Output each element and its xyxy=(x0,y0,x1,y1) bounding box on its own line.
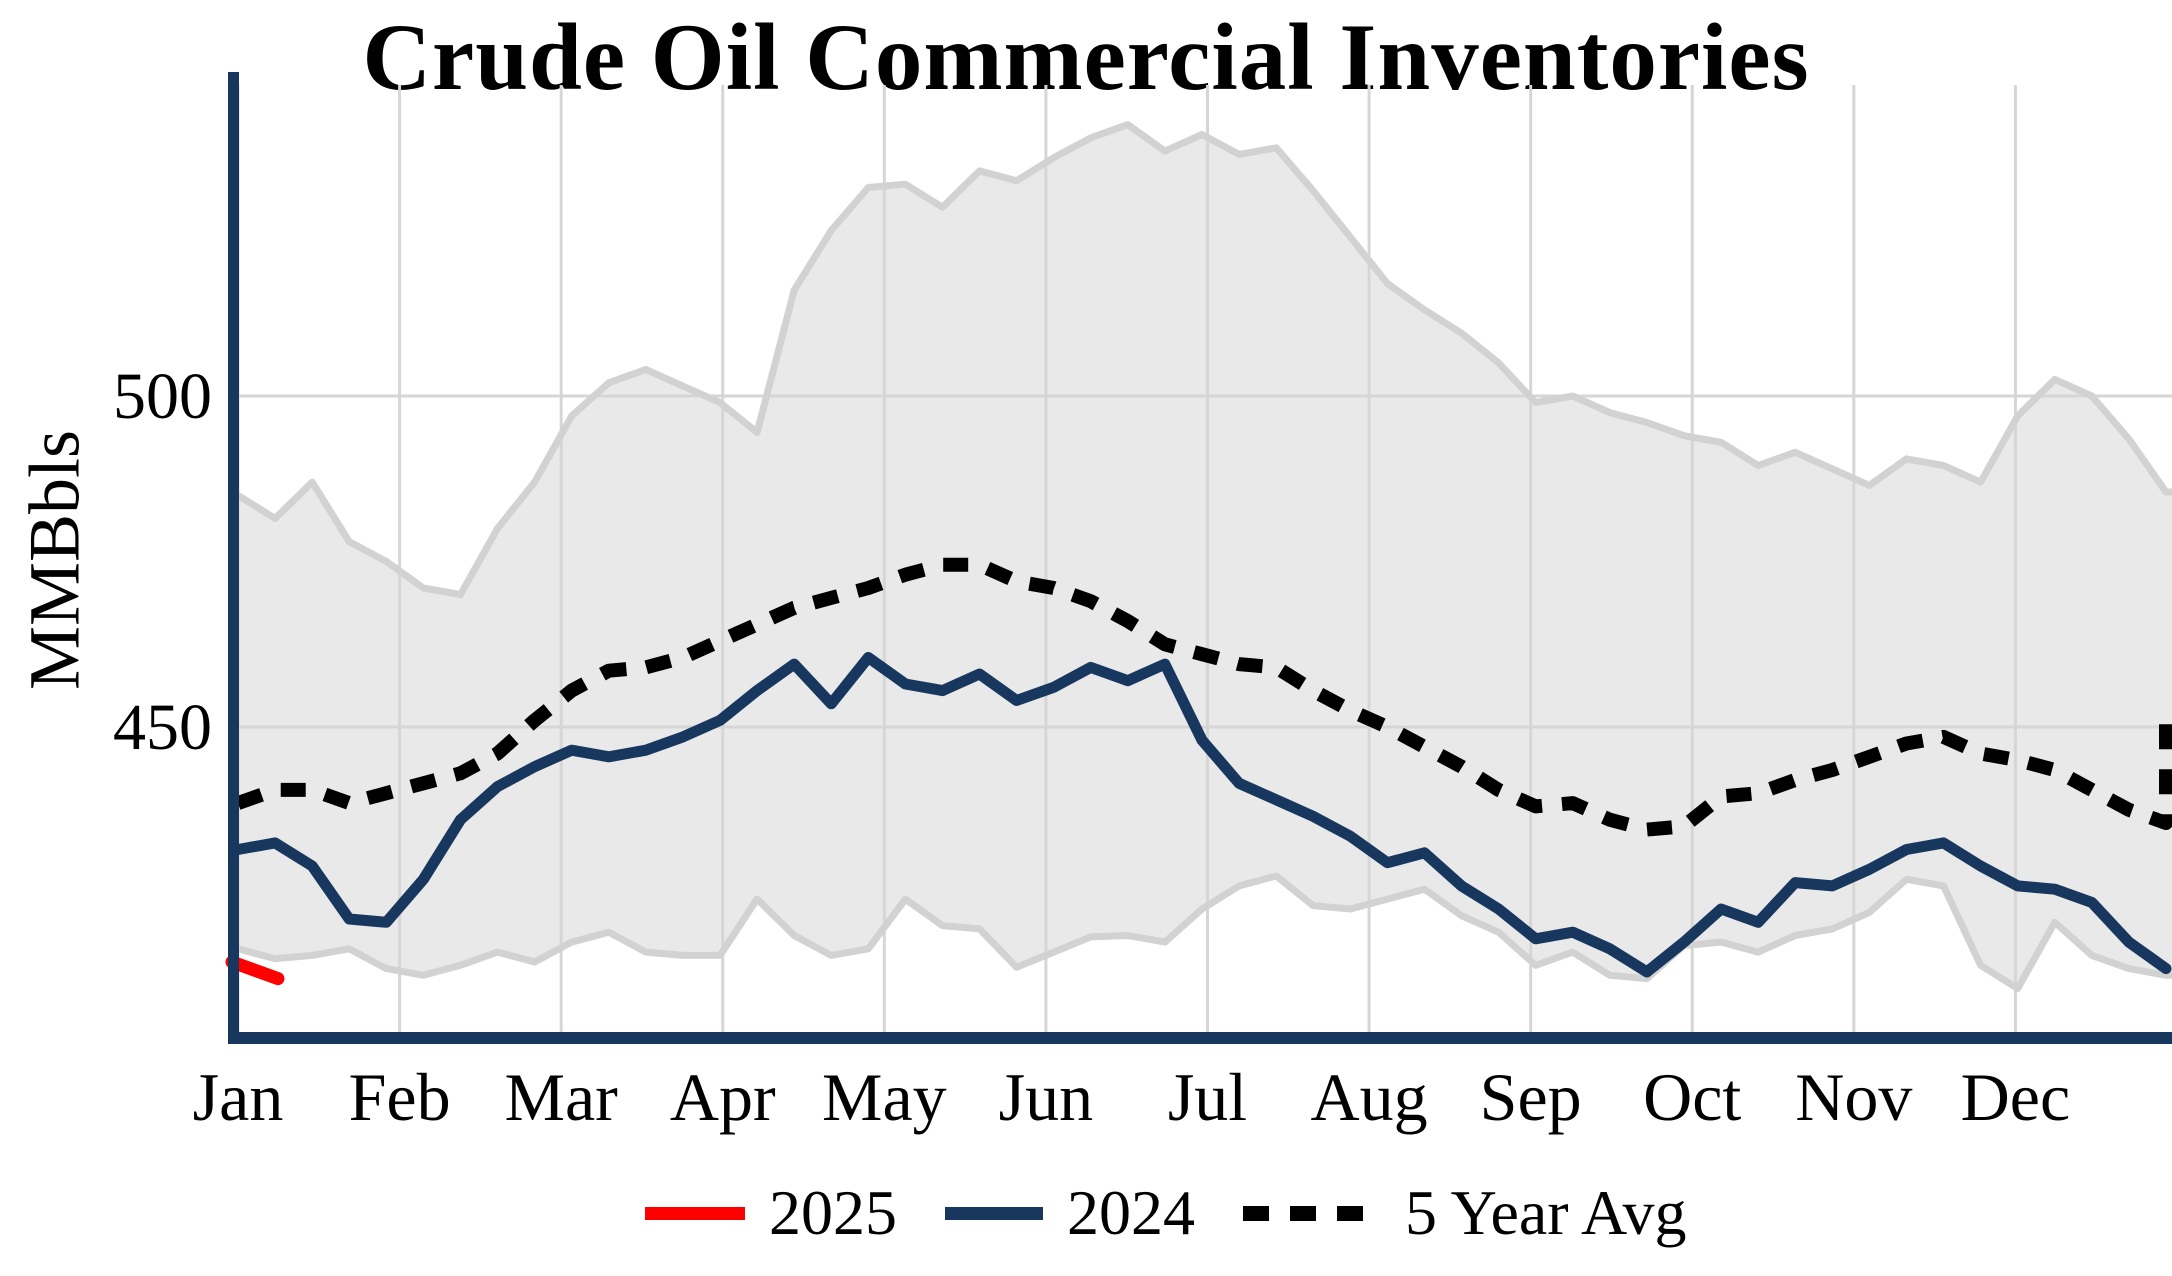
legend: 2025 2024 5 Year Avg xyxy=(645,1168,1735,1258)
line-2025 xyxy=(225,955,285,986)
legend-5yr-avg-label: 5 Year Avg xyxy=(1405,1177,1687,1248)
x-tick-label: May xyxy=(822,1059,947,1135)
x-tick-label: Nov xyxy=(1795,1059,1912,1135)
y-axis-spine xyxy=(228,72,239,1044)
x-axis-spine xyxy=(228,1032,2172,1044)
legend-2025-line-icon xyxy=(645,1206,745,1220)
legend-item-2024: 2024 xyxy=(945,1176,1195,1250)
legend-2025-label: 2025 xyxy=(769,1177,897,1248)
band-lower-edge xyxy=(237,872,2172,992)
x-tick-label: Apr xyxy=(670,1059,776,1135)
band-upper-edge xyxy=(236,121,2172,599)
x-tick-label: Feb xyxy=(349,1059,451,1135)
x-tick-label: Sep xyxy=(1480,1059,1582,1135)
x-tick-label: Jan xyxy=(193,1059,284,1135)
x-tick-label: Jun xyxy=(999,1059,1093,1135)
x-tick-label: Jul xyxy=(1168,1059,1247,1135)
y-tick-label: 500 xyxy=(113,360,212,433)
legend-2024-label: 2024 xyxy=(1067,1177,1195,1248)
x-tick-label: Mar xyxy=(505,1059,619,1135)
five-year-avg-line xyxy=(235,557,2172,837)
x-tick-label: Aug xyxy=(1311,1059,1428,1135)
chart-title: Crude Oil Commercial Inventories xyxy=(362,4,1810,110)
legend-item-5yr-avg: 5 Year Avg xyxy=(1243,1176,1687,1250)
legend-5yr-avg-line-icon xyxy=(1243,1205,1381,1221)
legend-2024-line-icon xyxy=(945,1206,1043,1220)
legend-item-2025: 2025 xyxy=(645,1176,897,1250)
x-tick-label: Oct xyxy=(1643,1059,1741,1135)
line-2024 xyxy=(232,652,2172,978)
y-tick-label: 450 xyxy=(113,691,212,764)
x-tick-label: Dec xyxy=(1961,1059,2070,1135)
